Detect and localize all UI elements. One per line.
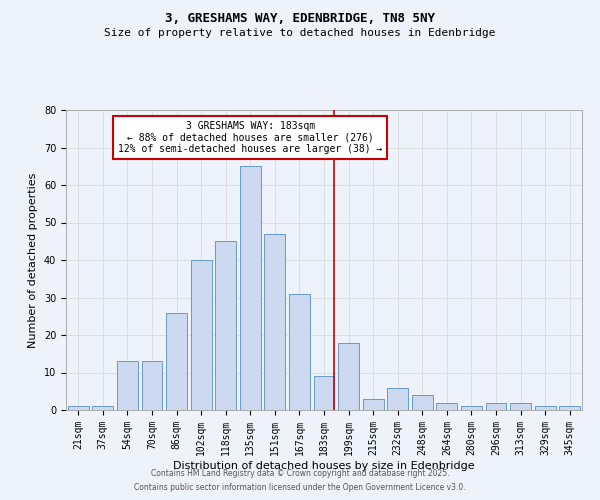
- Text: 3, GRESHAMS WAY, EDENBRIDGE, TN8 5NY: 3, GRESHAMS WAY, EDENBRIDGE, TN8 5NY: [165, 12, 435, 26]
- Bar: [117, 361, 138, 410]
- Text: Contains public sector information licensed under the Open Government Licence v3: Contains public sector information licen…: [134, 484, 466, 492]
- Bar: [142, 361, 163, 410]
- Bar: [387, 388, 408, 410]
- Bar: [559, 406, 580, 410]
- Bar: [362, 399, 383, 410]
- Bar: [314, 376, 334, 410]
- Y-axis label: Number of detached properties: Number of detached properties: [28, 172, 38, 348]
- Bar: [289, 294, 310, 410]
- Bar: [265, 234, 286, 410]
- X-axis label: Distribution of detached houses by size in Edenbridge: Distribution of detached houses by size …: [173, 460, 475, 470]
- Text: 3 GRESHAMS WAY: 183sqm
← 88% of detached houses are smaller (276)
12% of semi-de: 3 GRESHAMS WAY: 183sqm ← 88% of detached…: [118, 121, 382, 154]
- Text: Contains HM Land Registry data © Crown copyright and database right 2025.: Contains HM Land Registry data © Crown c…: [151, 468, 449, 477]
- Bar: [535, 406, 556, 410]
- Bar: [485, 402, 506, 410]
- Bar: [92, 406, 113, 410]
- Bar: [68, 406, 89, 410]
- Bar: [338, 342, 359, 410]
- Bar: [461, 406, 482, 410]
- Bar: [436, 402, 457, 410]
- Bar: [191, 260, 212, 410]
- Bar: [412, 395, 433, 410]
- Bar: [240, 166, 261, 410]
- Bar: [166, 312, 187, 410]
- Bar: [215, 242, 236, 410]
- Text: Size of property relative to detached houses in Edenbridge: Size of property relative to detached ho…: [104, 28, 496, 38]
- Bar: [510, 402, 531, 410]
